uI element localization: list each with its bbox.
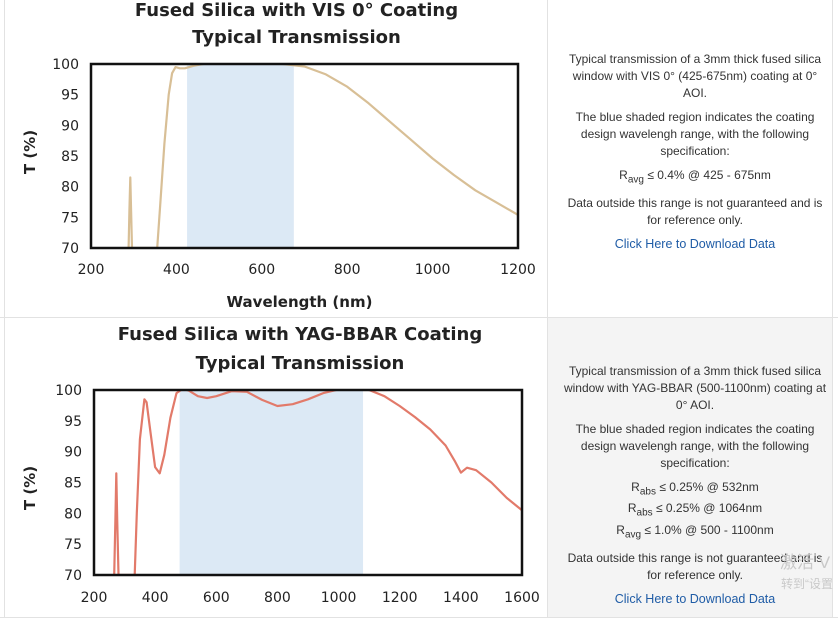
description-cell: Typical transmission of a 3mm thick fuse… bbox=[547, 0, 833, 317]
description-block: Typical transmission of a 3mm thick fuse… bbox=[562, 51, 828, 260]
chart-subtitle: Typical Transmission bbox=[192, 27, 401, 48]
coating-design-range bbox=[187, 64, 294, 248]
y-tick-label: 80 bbox=[61, 180, 79, 196]
x-tick-label: 200 bbox=[81, 590, 108, 606]
spec-value: ≤ 0.25% @ 1064nm bbox=[655, 501, 763, 516]
coating-design-range bbox=[179, 390, 364, 575]
spec-subscript: abs bbox=[636, 507, 653, 519]
y-tick-label: 80 bbox=[64, 506, 82, 522]
y-axis-label: T (%) bbox=[21, 130, 39, 174]
x-tick-label: 400 bbox=[142, 590, 169, 606]
x-tick-label: 1600 bbox=[504, 590, 540, 606]
disclaimer-text: Data outside this range is not guarantee… bbox=[567, 551, 823, 583]
spec-line: Ravg ≤ 1.0% @ 500 - 1100nm bbox=[562, 522, 828, 543]
x-tick-label: 400 bbox=[163, 262, 190, 278]
y-tick-label: 100 bbox=[55, 383, 82, 399]
spec-symbol: R bbox=[616, 522, 625, 537]
description-cell: Typical transmission of a 3mm thick fuse… bbox=[547, 318, 833, 617]
y-tick-label: 95 bbox=[61, 88, 79, 104]
transmission-line bbox=[127, 64, 518, 248]
y-tick-label: 75 bbox=[64, 537, 82, 553]
spec-line: Rabs ≤ 0.25% @ 532nm bbox=[562, 479, 828, 500]
spec-subscript: avg bbox=[624, 529, 642, 541]
chart-cell: Fused Silica with VIS 0° Coating Typical … bbox=[4, 0, 547, 317]
transmission-chart-yag-bbar: Fused Silica with YAG-BBAR Coating Typica… bbox=[21, 324, 540, 606]
chart-cell: Fused Silica with YAG-BBAR Coating Typica… bbox=[4, 318, 547, 617]
product-row-yag-bbar: Fused Silica with YAG-BBAR Coating Typica… bbox=[0, 318, 838, 618]
plot-frame bbox=[92, 388, 524, 577]
shaded-note: The blue shaded region indicates the coa… bbox=[575, 110, 815, 158]
y-axis-label: T (%) bbox=[21, 466, 39, 510]
x-tick-label: 1000 bbox=[321, 590, 357, 606]
y-tick-label: 90 bbox=[61, 118, 79, 134]
disclaimer-text: Data outside this range is not guarantee… bbox=[567, 196, 823, 228]
transmission-chart-vis: Fused Silica with VIS 0° Coating Typical … bbox=[21, 0, 536, 311]
x-tick-label: 600 bbox=[248, 262, 275, 278]
y-tick-label: 70 bbox=[61, 241, 79, 257]
spec-subscript: avg bbox=[627, 174, 644, 186]
activation-watermark-subtext: 转到“设置 bbox=[781, 577, 833, 591]
activation-watermark: 激活 V bbox=[780, 553, 831, 572]
chart-title: Fused Silica with VIS 0° Coating bbox=[135, 0, 458, 21]
transmission-line bbox=[113, 390, 522, 575]
plot-frame bbox=[89, 62, 520, 250]
x-tick-label: 1000 bbox=[415, 262, 451, 278]
spec-list: Ravg ≤ 0.4% @ 425 - 675nm bbox=[562, 167, 828, 188]
y-tick-label: 70 bbox=[64, 568, 82, 584]
download-data-link[interactable]: Click Here to Download Data bbox=[614, 592, 776, 607]
description-text: Typical transmission of a 3mm thick fuse… bbox=[568, 52, 822, 100]
y-tick-label: 100 bbox=[52, 57, 79, 73]
product-row-vis: Fused Silica with VIS 0° Coating Typical … bbox=[0, 0, 838, 318]
chart-title: Fused Silica with YAG-BBAR Coating bbox=[118, 324, 483, 345]
description-block: Typical transmission of a 3mm thick fuse… bbox=[562, 363, 828, 615]
x-tick-label: 1200 bbox=[382, 590, 418, 606]
spec-value: ≤ 1.0% @ 500 - 1100nm bbox=[644, 522, 774, 537]
spec-symbol: R bbox=[631, 480, 640, 494]
x-tick-label: 600 bbox=[203, 590, 230, 606]
x-tick-label: 1400 bbox=[443, 590, 479, 606]
spec-subscript: abs bbox=[639, 486, 656, 498]
x-tick-label: 800 bbox=[264, 590, 291, 606]
y-tick-label: 90 bbox=[64, 445, 82, 461]
x-tick-label: 1200 bbox=[500, 262, 536, 278]
y-tick-label: 85 bbox=[61, 149, 79, 165]
spec-value: ≤ 0.25% @ 532nm bbox=[659, 480, 759, 494]
spec-list: Rabs ≤ 0.25% @ 532nm Rabs ≤ 0.25% @ 1064… bbox=[562, 479, 828, 543]
y-tick-label: 75 bbox=[61, 210, 79, 226]
x-axis-label: Wavelength (nm) bbox=[227, 293, 373, 311]
spec-value: ≤ 0.4% @ 425 - 675nm bbox=[647, 168, 771, 182]
x-tick-label: 200 bbox=[78, 262, 105, 278]
description-text: Typical transmission of a 3mm thick fuse… bbox=[563, 364, 827, 412]
spec-line: Rabs ≤ 0.25% @ 1064nm bbox=[562, 500, 828, 521]
download-data-link[interactable]: Click Here to Download Data bbox=[614, 237, 776, 252]
spec-symbol: R bbox=[619, 168, 628, 182]
spec-symbol: R bbox=[627, 501, 637, 516]
chart-subtitle: Typical Transmission bbox=[196, 353, 405, 374]
shaded-note: The blue shaded region indicates the coa… bbox=[575, 422, 815, 470]
y-tick-label: 95 bbox=[64, 414, 82, 430]
spec-line: Ravg ≤ 0.4% @ 425 - 675nm bbox=[562, 167, 828, 188]
y-tick-label: 85 bbox=[64, 476, 82, 492]
x-tick-label: 800 bbox=[334, 262, 361, 278]
